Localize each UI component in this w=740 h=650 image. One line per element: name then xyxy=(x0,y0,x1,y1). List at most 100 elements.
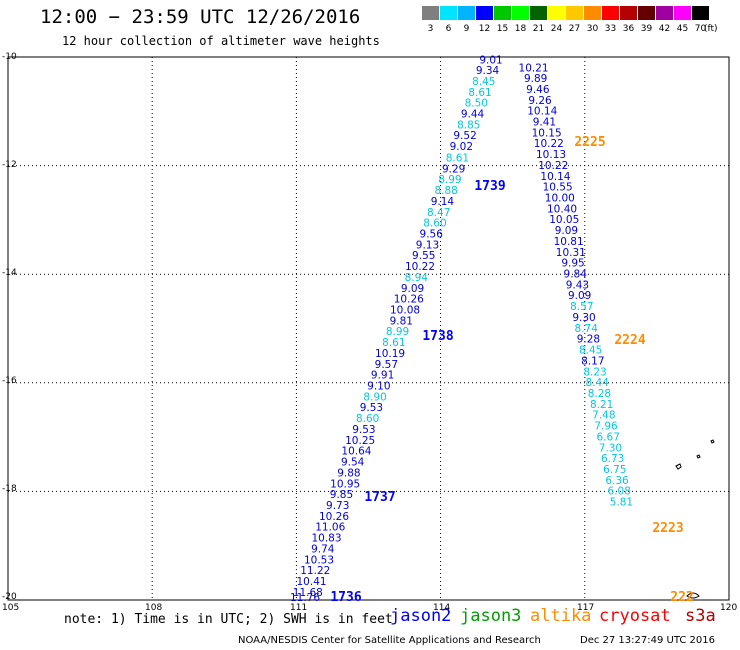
legend-jason3: jason3 xyxy=(460,606,522,626)
wave-height-value: 9.91 xyxy=(371,370,394,382)
legend-label: 18 xyxy=(514,24,527,34)
wave-height-value: 6.08 xyxy=(608,486,631,498)
pass-labels: 1739 1738 1737 1736 2225 2224 2223 222 xyxy=(330,135,693,605)
legend-swatch xyxy=(422,6,439,20)
wave-height-value: 9.55 xyxy=(412,250,435,262)
wave-height-value: 8.88 xyxy=(434,185,457,197)
wave-height-value: 10.08 xyxy=(390,304,420,316)
wave-height-value: 9.44 xyxy=(461,108,485,120)
legend-swatch xyxy=(584,6,601,20)
wave-height-value: 8.60 xyxy=(423,218,446,230)
lat-tick-label: -18 xyxy=(2,484,17,494)
pass-number-label: 1737 xyxy=(364,490,395,505)
wave-height-value: 8.74 xyxy=(575,323,599,335)
wave-height-value: 9.84 xyxy=(564,269,588,281)
wave-height-value: 9.41 xyxy=(533,116,556,128)
wave-height-value: 9.85 xyxy=(330,489,353,501)
legend-label: 6 xyxy=(445,24,452,34)
wave-height-value: 10.26 xyxy=(319,511,349,523)
wave-height-value: 10.31 xyxy=(556,247,586,259)
island xyxy=(710,439,715,444)
wave-height-value: 6.36 xyxy=(605,475,629,487)
legend-swatch xyxy=(692,6,709,20)
lat-tick-label: -12 xyxy=(2,160,17,170)
legend-swatch xyxy=(512,6,529,20)
legend-swatch xyxy=(530,6,547,20)
footer-agency: NOAA/NESDIS Center for Satellite Applica… xyxy=(238,635,541,646)
wave-height-value: 8.47 xyxy=(427,207,450,219)
wave-height-value: 8.94 xyxy=(405,272,429,284)
wave-height-value: 6.67 xyxy=(597,431,620,443)
color-legend: 3 6 9 12 15 18 21 24 27 30 33 36 39 42 45 70 xyxy=(422,6,728,38)
wave-height-value: 7.96 xyxy=(594,421,618,433)
wave-height-value: 5.81 xyxy=(610,497,633,509)
wave-height-value: 9.26 xyxy=(528,95,552,107)
lat-tick-label: -20 xyxy=(2,592,17,602)
wave-height-value: 8.28 xyxy=(588,388,611,400)
wave-height-value: 10.64 xyxy=(341,446,371,458)
legend-swatch xyxy=(458,6,475,20)
graticule xyxy=(8,57,729,600)
wave-height-value: 10.25 xyxy=(345,435,375,447)
wave-height-value: 10.00 xyxy=(545,192,575,204)
page-subtitle: 12 hour collection of altimeter wave hei… xyxy=(62,34,380,48)
map-frame xyxy=(7,56,730,601)
wave-height-value: 9.54 xyxy=(341,457,365,469)
legend-unit: (ft) xyxy=(704,24,718,34)
wave-height-value: 9.81 xyxy=(390,315,413,327)
island-outlines xyxy=(675,439,715,599)
wave-height-value: 9.53 xyxy=(360,402,383,414)
legend-label: 42 xyxy=(658,24,671,34)
legend-s3a: s3a xyxy=(685,606,716,626)
wave-height-value: 9.95 xyxy=(561,258,584,270)
pass-number-label: 1736 xyxy=(330,590,361,605)
wave-height-value: 8.50 xyxy=(465,98,488,110)
units-note: note: 1) Time is in UTC; 2) SWH is in fe… xyxy=(64,612,393,627)
track-right: 10.219.899.469.2610.149.4110.1510.2210.1… xyxy=(519,63,634,509)
legend-swatch xyxy=(674,6,691,20)
wave-height-value: 8.17 xyxy=(581,355,604,367)
lat-tick-label: -10 xyxy=(2,52,17,62)
pass-number-label: 1739 xyxy=(474,179,505,194)
legend-swatch xyxy=(440,6,457,20)
legend-label: 9 xyxy=(463,24,470,34)
wave-height-value: 10.26 xyxy=(394,294,424,306)
wave-height-value: 9.13 xyxy=(416,239,439,251)
legend-swatch xyxy=(476,6,493,20)
wave-height-value: 10.41 xyxy=(297,576,327,588)
wave-height-value: 10.22 xyxy=(534,138,564,150)
wave-height-value: 8.61 xyxy=(468,87,491,99)
legend-label: 15 xyxy=(496,24,509,34)
wave-height-value: 8.61 xyxy=(382,337,405,349)
legend-label: 27 xyxy=(568,24,581,34)
lon-tick-label: 120 xyxy=(720,603,738,613)
pass-number-label: 1738 xyxy=(422,329,453,344)
wave-height-value: 9.73 xyxy=(326,500,349,512)
legend-cryosat: cryosat xyxy=(599,606,671,626)
legend-swatch xyxy=(656,6,673,20)
wave-height-value: 8.85 xyxy=(457,119,480,131)
wave-height-value: 8.99 xyxy=(438,174,461,186)
wave-height-value: 8.44 xyxy=(586,377,610,389)
wave-height-value: 9.46 xyxy=(526,84,550,96)
wave-height-value: 9.29 xyxy=(442,163,465,175)
lat-tick-label: -16 xyxy=(2,376,17,386)
wave-height-value: 9.88 xyxy=(337,467,360,479)
pass-number-label: 2224 xyxy=(614,333,645,348)
wave-height-value: 10.13 xyxy=(536,149,566,161)
legend-swatch xyxy=(548,6,565,20)
wave-height-value: 9.89 xyxy=(524,73,547,85)
island xyxy=(675,463,682,470)
legend-swatch xyxy=(566,6,583,20)
legend-altika: altika xyxy=(530,606,592,626)
wave-height-value: 6.75 xyxy=(603,464,626,476)
legend-label: 24 xyxy=(550,24,563,34)
island xyxy=(696,454,701,459)
footer-timestamp: Dec 27 13:27:49 UTC 2016 xyxy=(580,635,715,646)
legend-label: 45 xyxy=(676,24,689,34)
legend-label: 70 xyxy=(694,24,707,34)
lon-tick-label: 114 xyxy=(433,603,451,613)
wave-height-value: 9.01 xyxy=(479,55,502,67)
wave-height-value: 9.52 xyxy=(453,130,476,142)
legend-label: 39 xyxy=(640,24,653,34)
